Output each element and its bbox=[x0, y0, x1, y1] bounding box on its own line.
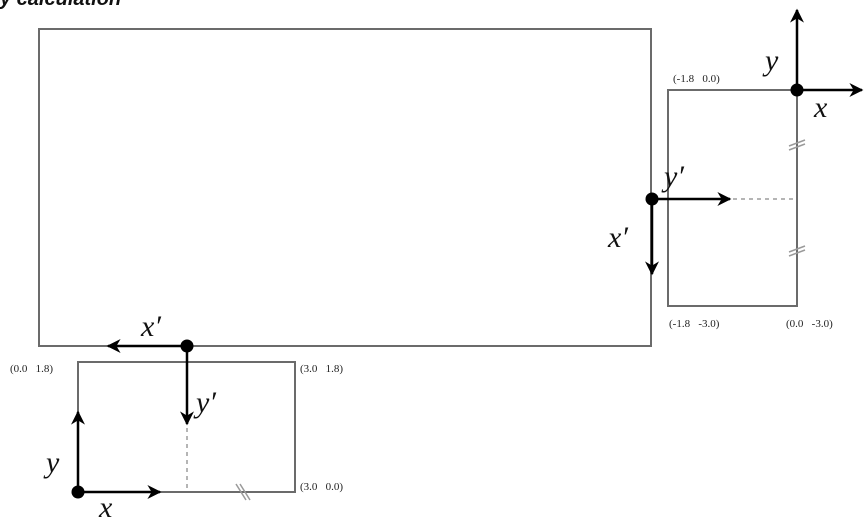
bottom-x-axis-label: x bbox=[98, 491, 113, 517]
bottom-origin-dot bbox=[71, 485, 85, 499]
right-origin-dot bbox=[790, 83, 804, 97]
main-rectangle bbox=[38, 28, 652, 347]
bottom-x-prime-label: x′ bbox=[140, 310, 161, 343]
right-box: y x y′ x′ (-1.8 0.0) (-1.8 -3.0) (0.0 -3… bbox=[607, 8, 864, 330]
right-bottom-right-coord: (0.0 -3.0) bbox=[786, 318, 833, 330]
right-x-prime-label: x′ bbox=[607, 221, 628, 254]
bottom-prime-origin-dot bbox=[180, 339, 194, 353]
right-prime-origin-dot bbox=[645, 192, 659, 206]
diagram-title: y calculation bbox=[0, 0, 121, 11]
bottom-y-prime-label: y′ bbox=[193, 386, 216, 419]
bottom-bottom-right-coord: (3.0 0.0) bbox=[300, 481, 343, 493]
right-top-left-coord: (-1.8 0.0) bbox=[673, 73, 720, 85]
right-box-tick-mark-upper bbox=[788, 139, 806, 151]
right-box-tick-mark-lower bbox=[788, 245, 806, 257]
bottom-box-tick-mark bbox=[235, 483, 251, 501]
bottom-top-left-coord: (0.0 1.8) bbox=[10, 363, 53, 375]
right-y-axis-label: y bbox=[762, 44, 779, 77]
right-x-axis-label: x bbox=[813, 91, 828, 124]
bottom-box: y x x′ y′ (0.0 1.8) (3.0 1.8) (3.0 0.0) bbox=[10, 310, 343, 517]
bottom-top-right-coord: (3.0 1.8) bbox=[300, 363, 343, 375]
right-y-prime-label: y′ bbox=[661, 160, 684, 193]
bottom-y-axis-label: y bbox=[43, 446, 60, 479]
right-bottom-left-coord: (-1.8 -3.0) bbox=[669, 318, 720, 330]
